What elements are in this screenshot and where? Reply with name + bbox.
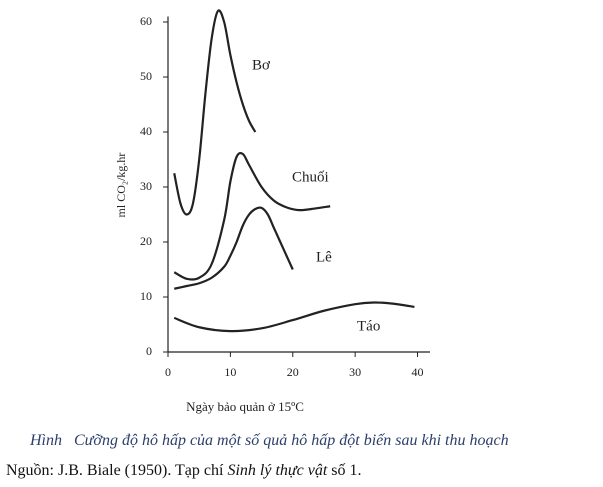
y-tick-label: 0 (146, 344, 152, 358)
y-tick-label: 30 (140, 179, 152, 193)
series-line (173, 301, 415, 333)
source-text: số 1. (327, 462, 362, 479)
x-tick-label: 20 (287, 365, 299, 379)
source-text: Nguồn: J.B. Biale (1950). Tạp chí (6, 462, 228, 479)
caption-text: Cưỡng độ hô hấp của một số quả hô hấp độ… (74, 432, 509, 449)
x-axis-label: Ngày bảo quản ở 15ºC (186, 399, 304, 414)
x-tick-label: 40 (412, 365, 424, 379)
caption-label: Hình (30, 432, 62, 449)
series-label: Táo (357, 318, 380, 334)
y-tick-label: 20 (140, 234, 152, 248)
source-journal: Sinh lý thực vật (227, 462, 328, 479)
series-line (174, 206, 294, 290)
y-tick-label: 50 (140, 69, 152, 83)
y-axis-label: ml CO₂/kg.hr (114, 153, 128, 218)
y-tick-label: 60 (140, 14, 152, 28)
x-tick-label: 30 (349, 365, 361, 379)
x-tick-label: 10 (224, 365, 236, 379)
series-line (173, 151, 331, 281)
caption: Hình Cưỡng độ hô hấp của một số quả hô h… (30, 432, 509, 450)
chart: ml CO₂/kg.hr Ngày bảo quản ở 15ºC 0 10 20 3… (114, 9, 430, 414)
y-tick-label: 40 (140, 124, 152, 138)
x-tick-label: 0 (165, 365, 171, 379)
series-label: Bơ (252, 57, 271, 73)
series-label: Lê (316, 249, 332, 265)
y-tick-label: 10 (140, 289, 152, 303)
series-line (173, 9, 257, 216)
source: Nguồn: J.B. Biale (1950). Tạp chí Sinh l… (6, 462, 362, 480)
series-label: Chuối (292, 169, 329, 185)
